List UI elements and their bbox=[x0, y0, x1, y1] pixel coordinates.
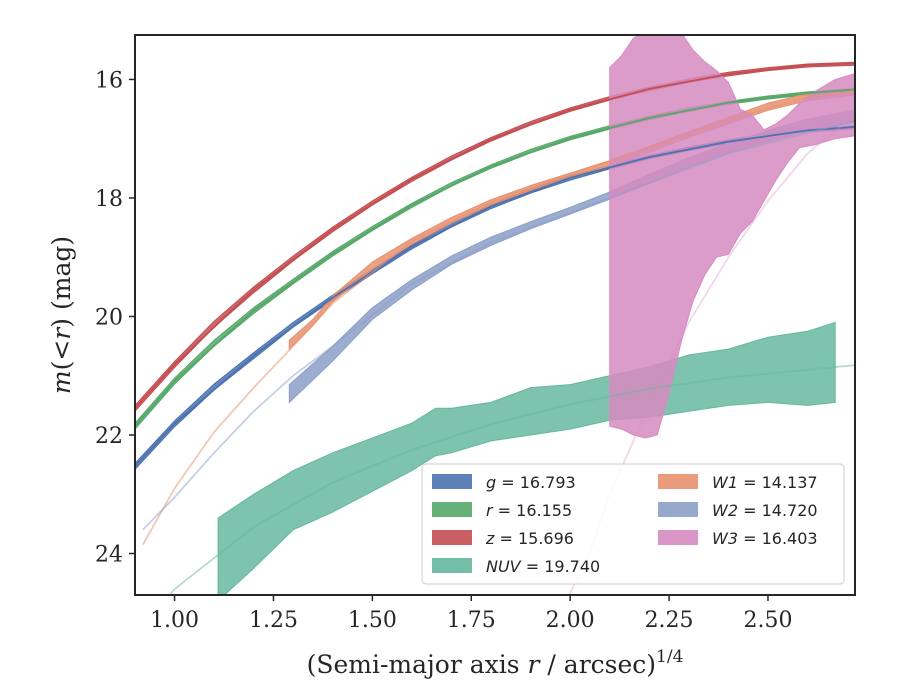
y-axis-title-r: r bbox=[47, 326, 76, 340]
x-tick-label: 2.25 bbox=[645, 608, 694, 633]
x-tick-label: 1.25 bbox=[249, 608, 298, 633]
band-w2 bbox=[288, 109, 855, 404]
x-tick-label: 1.75 bbox=[447, 608, 496, 633]
model-line-w2 bbox=[142, 120, 855, 531]
x-axis-title-middle: / arcsec) bbox=[539, 650, 656, 679]
legend-label-nuv: NUV = 19.740 bbox=[486, 557, 600, 576]
legend-box bbox=[421, 463, 845, 585]
y-axis-title: m(<r) (mag) bbox=[47, 236, 76, 394]
x-axis-title: (Semi-major axis r / arcsec)1/4 bbox=[307, 647, 684, 679]
model-line-r bbox=[135, 88, 855, 427]
y-axis-title-lt: < bbox=[47, 340, 76, 361]
plot-area bbox=[135, 35, 855, 595]
model-lines bbox=[135, 62, 855, 595]
model-line-g bbox=[135, 126, 855, 468]
legend-label-w1: W1 = 14.137 bbox=[712, 473, 818, 492]
legend-label-g: g = 16.793 bbox=[486, 473, 576, 492]
x-tick-label: 2.00 bbox=[546, 608, 595, 633]
legend-swatch-g bbox=[432, 474, 472, 489]
legend-swatch-nuv bbox=[432, 558, 472, 573]
band-r bbox=[135, 87, 855, 430]
x-tick-label: 2.50 bbox=[743, 608, 792, 633]
legend-label-w3: W3 = 16.403 bbox=[712, 529, 818, 548]
y-axis-title-close: ) bbox=[47, 318, 76, 328]
band-z bbox=[135, 61, 855, 413]
legend-swatch-r bbox=[432, 502, 472, 517]
legend-label-r: r = 16.155 bbox=[486, 501, 572, 520]
model-line-w1 bbox=[142, 90, 855, 546]
y-axis-title-unit: (mag) bbox=[47, 236, 76, 318]
model-line-nuv bbox=[168, 364, 855, 595]
plot-frame bbox=[134, 34, 856, 596]
y-tick-label: 24 bbox=[95, 543, 123, 568]
band-w1 bbox=[288, 87, 855, 351]
x-tick-label: 1.50 bbox=[348, 608, 397, 633]
y-axis-title-open: ( bbox=[47, 361, 76, 371]
x-axis: 1.00 1.25 1.50 1.75 2.00 2.25 2.50 bbox=[150, 595, 792, 633]
legend-swatch-w1 bbox=[658, 474, 698, 489]
y-tick-label: 22 bbox=[95, 424, 123, 449]
y-axis: 16 18 20 22 24 bbox=[95, 68, 135, 568]
y-axis-title-m: m bbox=[47, 370, 76, 394]
x-axis-title-exponent: 1/4 bbox=[656, 647, 683, 667]
legend: g = 16.793 r = 16.155 z = 15.696 NUV = 19.7… bbox=[421, 463, 845, 585]
legend-swatch-w3 bbox=[658, 530, 698, 545]
band-nuv bbox=[217, 321, 836, 595]
legend-label-z: z = 15.696 bbox=[485, 529, 574, 548]
y-tick-label: 20 bbox=[95, 305, 123, 330]
x-axis-title-prefix: (Semi-major axis bbox=[307, 650, 528, 679]
y-tick-label: 16 bbox=[95, 68, 123, 93]
legend-swatch-w2 bbox=[658, 502, 698, 517]
model-line-z bbox=[135, 62, 855, 409]
x-tick-label: 1.00 bbox=[150, 608, 199, 633]
y-tick-label: 18 bbox=[95, 187, 123, 212]
legend-swatch-z bbox=[432, 530, 472, 545]
legend-label-w2: W2 = 14.720 bbox=[712, 501, 818, 520]
x-axis-title-var: r bbox=[528, 650, 542, 679]
